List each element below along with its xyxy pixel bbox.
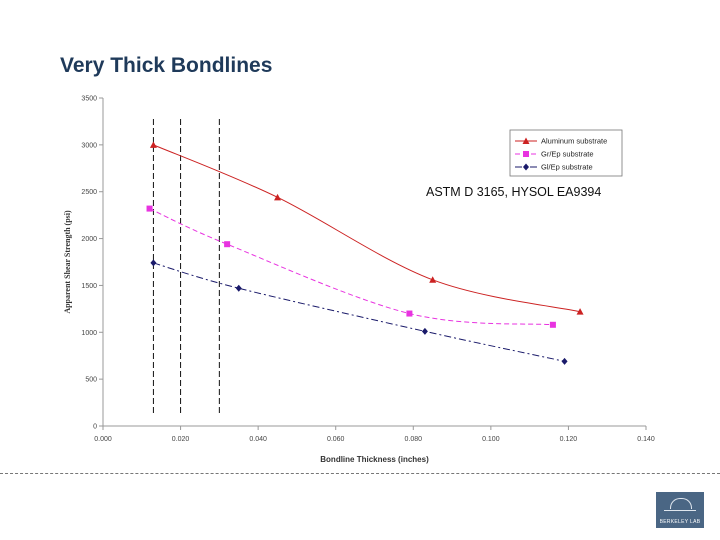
series-line bbox=[153, 144, 581, 313]
footer-divider bbox=[0, 473, 720, 474]
data-point bbox=[576, 308, 584, 315]
legend-label: Aluminum substrate bbox=[541, 137, 607, 146]
y-tick-label: 3500 bbox=[81, 96, 97, 103]
data-point bbox=[224, 241, 231, 248]
data-point bbox=[421, 327, 428, 335]
x-tick-label: 0.020 bbox=[172, 436, 190, 443]
series-line bbox=[153, 262, 565, 362]
test-standard-annotation: ASTM D 3165, HYSOL EA9394 bbox=[426, 185, 602, 199]
data-point bbox=[523, 151, 529, 157]
legend-label: Gl/Ep substrate bbox=[541, 163, 593, 172]
berkeley-lab-logo: BERKELEY LAB bbox=[656, 492, 704, 528]
x-tick-label: 0.080 bbox=[405, 436, 423, 443]
data-point bbox=[274, 193, 282, 201]
logo-line-icon bbox=[664, 510, 696, 511]
data-point bbox=[561, 357, 568, 365]
slide-title: Very Thick Bondlines bbox=[60, 54, 273, 77]
data-point bbox=[406, 310, 413, 317]
data-point bbox=[235, 284, 242, 292]
y-tick-label: 2500 bbox=[81, 189, 97, 196]
x-tick-label: 0.140 bbox=[637, 436, 655, 443]
x-tick-label: 0.120 bbox=[560, 436, 578, 443]
x-tick-label: 0.040 bbox=[249, 436, 267, 443]
x-tick-label: 0.060 bbox=[327, 436, 345, 443]
data-point bbox=[522, 137, 530, 144]
x-tick-label: 0.100 bbox=[482, 436, 500, 443]
data-point bbox=[146, 205, 153, 212]
y-tick-label: 3000 bbox=[81, 142, 97, 149]
series-line bbox=[149, 208, 553, 326]
x-tick-label: 0.000 bbox=[94, 436, 112, 443]
y-tick-label: 500 bbox=[85, 377, 97, 384]
y-axis-label: Apparent Shear Strength (psi) bbox=[63, 210, 72, 314]
data-point bbox=[149, 141, 157, 148]
logo-text: BERKELEY LAB bbox=[659, 519, 701, 525]
data-point bbox=[523, 163, 529, 171]
y-tick-label: 0 bbox=[93, 424, 97, 431]
data-point bbox=[429, 276, 437, 283]
x-axis-label: Bondline Thickness (inches) bbox=[320, 455, 429, 464]
shear-strength-chart: 0.000 0.020 0.040 0.060 0.080 0.100 0.120 0.140… bbox=[63, 96, 655, 465]
y-tick-label: 2000 bbox=[81, 236, 97, 243]
data-point bbox=[549, 321, 556, 328]
y-tick-label: 1500 bbox=[81, 283, 97, 290]
data-point bbox=[150, 259, 157, 267]
legend-label: Gr/Ep substrate bbox=[541, 150, 594, 159]
logo-arc-icon bbox=[670, 498, 692, 509]
y-tick-label: 1000 bbox=[81, 330, 97, 337]
